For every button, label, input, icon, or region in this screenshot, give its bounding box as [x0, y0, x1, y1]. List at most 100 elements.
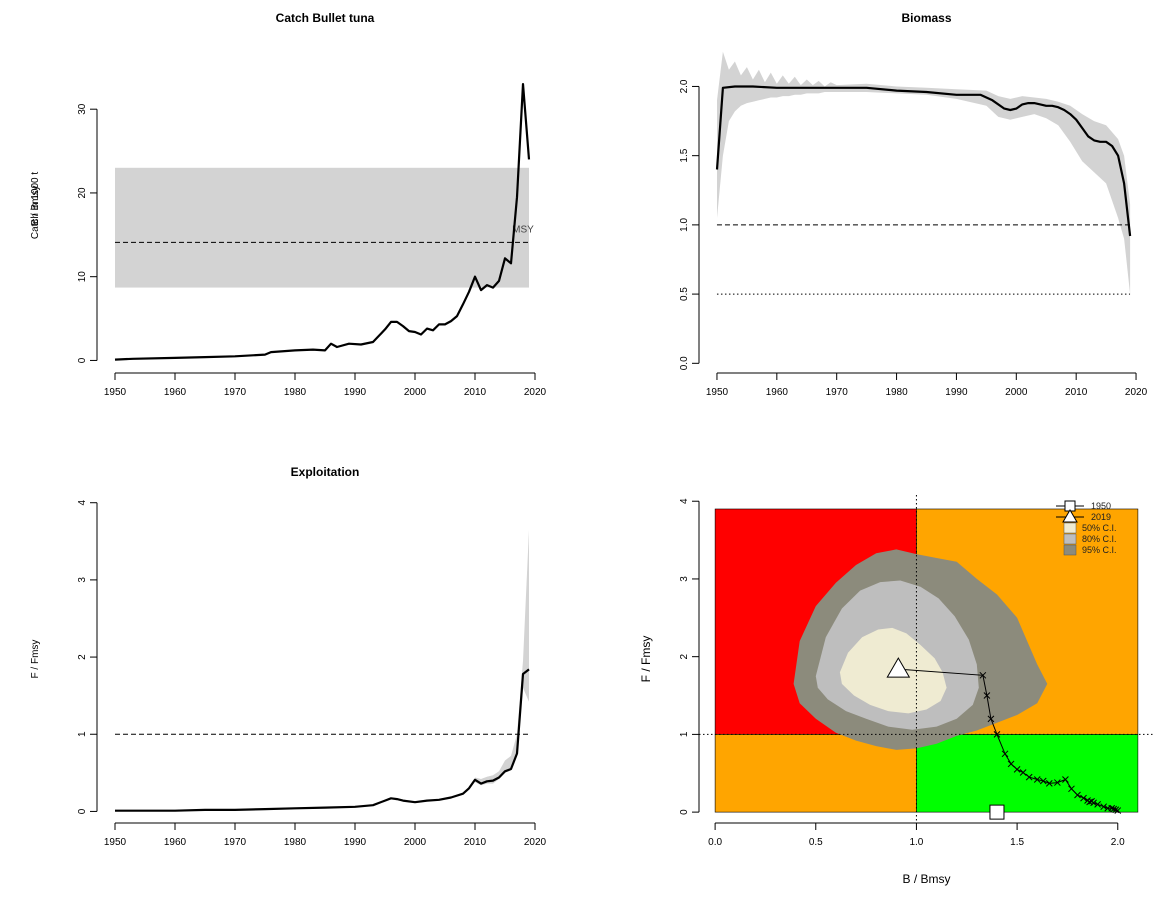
legend-swatch [1063, 522, 1077, 534]
catch-x-tick-label: 2000 [404, 387, 427, 398]
biomass-y-tick-label: 0.0 [679, 356, 690, 370]
kobe-trajectory-point [1090, 799, 1097, 807]
catch-y-tick-label: 20 [77, 187, 88, 199]
kobe-trajectory-point [993, 731, 1001, 738]
panel-biomass: 0.0 0.5 1.0 1.5 2.0 1950 1960 1970 1980 1990 2000 2… [30, 11, 1148, 398]
catch-series-line [114, 82, 531, 361]
kobe-x-tick-label: 2.0 [1111, 837, 1125, 848]
kobe-trajectory-point [1068, 785, 1075, 793]
legend-label: 1950 [1091, 501, 1111, 511]
kobe-trajectory-point [1019, 769, 1027, 776]
catch-x-tick-label: 1980 [284, 387, 307, 398]
catch-y-label: Catch in 1000 t [30, 172, 41, 239]
biomass-title: Biomass [901, 11, 951, 25]
kobe-x-tick-label: 0.0 [708, 837, 722, 848]
kobe-x-tick-label: 1.0 [909, 837, 923, 848]
biomass-x-tick-label: 2010 [1065, 387, 1088, 398]
kobe-trajectory-point [1025, 773, 1033, 781]
exploitation-y-tick-label: 0 [77, 808, 88, 814]
biomass-x-tick-label: 1960 [766, 387, 789, 398]
catch-x-tick-label: 2020 [524, 387, 547, 398]
catch-x-tick-label: 1960 [164, 387, 187, 398]
kobe-trajectory-point [1062, 776, 1069, 783]
kobe-trajectory-point [1110, 805, 1118, 813]
kobe-trajectory-point [1114, 807, 1122, 814]
legend-label: 80% C.I. [1082, 534, 1117, 544]
biomass-x-tick-label: 1970 [826, 387, 849, 398]
catch-msy-label: MSY [512, 224, 534, 235]
kobe-trajectory-point [1112, 806, 1120, 814]
catch-y-tick-label: 0 [77, 357, 88, 363]
catch-y-tick-label: 10 [77, 271, 88, 283]
kobe-trajectory-point [1080, 794, 1087, 802]
kobe-trajectory-point [1100, 803, 1108, 811]
kobe-trajectory-point [979, 671, 987, 679]
biomass-x-tick-label: 1950 [706, 387, 729, 398]
catch-x-tick-label: 2010 [464, 387, 487, 398]
kobe-trajectory-point [1074, 791, 1081, 799]
catch-x-tick-label: 1970 [224, 387, 247, 398]
kobe-trajectory-point [1045, 780, 1053, 787]
biomass-y-tick-label: 1.5 [679, 148, 690, 162]
exploitation-x-tick-label: 2020 [524, 837, 547, 848]
legend-swatch [1063, 544, 1077, 556]
kobe-y-tick-label: 2 [679, 653, 690, 659]
kobe-y-tick-label: 0 [679, 809, 690, 815]
kobe-trajectory-point [1033, 776, 1041, 783]
exploitation-y-tick-label: 4 [77, 499, 88, 505]
biomass-y-label: B / Bmsy [30, 185, 41, 225]
kobe-trajectory-point [983, 692, 991, 699]
exploitation-y-tick-label: 2 [77, 654, 88, 660]
legend-triangle-marker [1062, 509, 1078, 523]
exploitation-y-tick-label: 3 [77, 577, 88, 583]
exploitation-y-label: F / Fmsy [30, 640, 41, 679]
kobe-trajectory-point [1054, 779, 1061, 786]
catch-y-tick-label: 30 [77, 103, 88, 115]
biomass-x-tick-label: 1980 [885, 387, 908, 398]
kobe-trajectory-point [1001, 750, 1009, 758]
kobe-y-label: F / Fmsy [639, 636, 653, 683]
kobe-trajectory-point [1039, 777, 1047, 785]
legend-label: 2019 [1091, 512, 1111, 522]
catch-msy-band [115, 167, 529, 288]
biomass-ci-band [717, 51, 1131, 295]
exploitation-series-line [115, 668, 530, 812]
kobe-x-tick-label: 1.5 [1010, 837, 1024, 848]
kobe-trajectory-point [1108, 804, 1116, 812]
kobe-y-tick-label: 4 [679, 498, 690, 504]
biomass-x-tick-label: 2000 [1005, 387, 1028, 398]
kobe-green-quadrant [916, 734, 1139, 813]
exploitation-x-tick-label: 2000 [404, 837, 427, 848]
biomass-y-tick-label: 0.5 [679, 287, 690, 301]
kobe-y-tick-label: 1 [679, 731, 690, 737]
biomass-y-tick-label: 2.0 [679, 79, 690, 93]
exploitation-x-tick-label: 1990 [344, 837, 367, 848]
exploitation-y-tick-label: 1 [77, 731, 88, 737]
legend-label: 95% C.I. [1082, 545, 1117, 555]
kobe-trajectory-point [1013, 766, 1021, 773]
legend-label: 50% C.I. [1082, 523, 1117, 533]
exploitation-ci-band [475, 529, 529, 786]
exploitation-x-tick-label: 1960 [164, 837, 187, 848]
exploitation-x-tick-label: 1980 [284, 837, 307, 848]
biomass-x-tick-label: 1990 [945, 387, 968, 398]
kobe-trajectory-point [1094, 800, 1101, 808]
kobe-trajectory-point [987, 715, 995, 723]
exploitation-x-tick-label: 2010 [464, 837, 487, 848]
kobe-end-marker [886, 657, 911, 678]
kobe-trajectory-point [1007, 760, 1015, 768]
kobe-x-tick-label: 0.5 [809, 837, 823, 848]
legend-swatch [1063, 533, 1077, 545]
panel-catch: MSY 0 10 20 30 1950 1960 1970 1980 1990 2000 2010 20… [30, 11, 547, 398]
biomass-y-tick-label: 1.0 [679, 217, 690, 231]
catch-x-tick-label: 1990 [344, 387, 367, 398]
panel-exploitation: 0 1 2 3 4 1950 1960 1970 1980 1990 2000 2010 2020 Exp… [30, 465, 547, 848]
catch-x-tick-label: 1950 [104, 387, 127, 398]
exploitation-title: Exploitation [291, 465, 360, 479]
kobe-y-tick-label: 3 [679, 576, 690, 582]
exploitation-x-tick-label: 1950 [104, 837, 127, 848]
catch-title: Catch Bullet tuna [276, 11, 375, 25]
